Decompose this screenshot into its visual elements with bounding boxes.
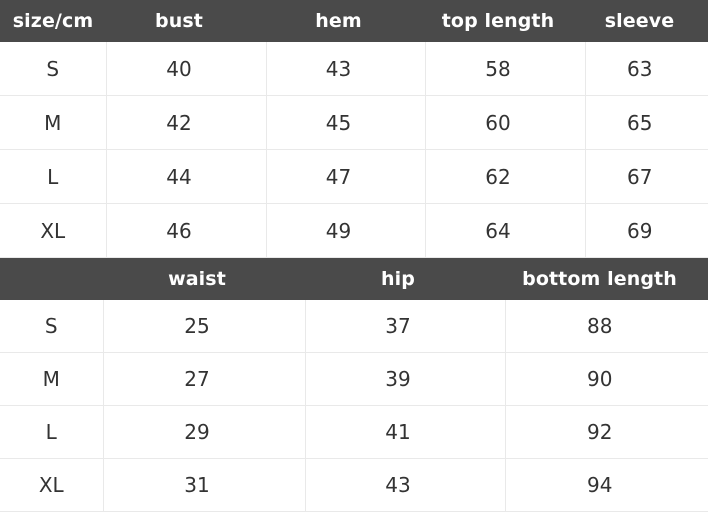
cell-size: S (0, 300, 104, 353)
cell-size: S (0, 42, 107, 96)
header-hem: hem (315, 10, 362, 32)
cell-bust: 40 (106, 42, 267, 96)
header-bust: bust (155, 10, 203, 32)
table-row: S 25 37 88 (0, 300, 708, 353)
cell-hem: 47 (266, 149, 426, 204)
header-top-length: top length (441, 10, 555, 32)
cell-waist: 29 (103, 405, 306, 459)
cell-bust: 44 (106, 149, 267, 204)
table-row: S 40 43 58 63 (0, 42, 708, 96)
cell-hip: 37 (305, 300, 506, 353)
table-row: XL 31 43 94 (0, 458, 708, 512)
cell-sleeve: 65 (585, 95, 708, 150)
header-hip: hip (381, 268, 415, 290)
cell-size: M (0, 95, 107, 150)
table-row: L 29 41 92 (0, 405, 708, 459)
table-row: M 27 39 90 (0, 352, 708, 406)
cell-waist: 25 (103, 300, 306, 353)
cell-top-length: 58 (425, 42, 586, 96)
header-waist: waist (168, 268, 226, 290)
cell-waist: 31 (103, 458, 306, 512)
cell-hem: 49 (266, 203, 426, 258)
cell-size: L (0, 149, 107, 204)
cell-size: L (0, 405, 104, 459)
cell-sleeve: 67 (585, 149, 708, 204)
table-row: XL 46 49 64 69 (0, 203, 708, 258)
top-measurements-table: size/cm bust hem top length sleeve S 40 … (0, 0, 708, 258)
cell-top-length: 60 (425, 95, 586, 150)
table-row: M 42 45 60 65 (0, 95, 708, 150)
cell-bust: 42 (106, 95, 267, 150)
bottom-table-header-row: waist hip bottom length (0, 258, 708, 300)
cell-top-length: 62 (425, 149, 586, 204)
cell-hem: 45 (266, 95, 426, 150)
cell-hip: 41 (305, 405, 506, 459)
cell-top-length: 64 (425, 203, 586, 258)
cell-sleeve: 69 (585, 203, 708, 258)
cell-size: XL (0, 203, 107, 258)
cell-bust: 46 (106, 203, 267, 258)
bottom-measurements-table: waist hip bottom length S 25 37 88 M 27 … (0, 258, 708, 512)
cell-bottom-length: 92 (505, 405, 708, 459)
cell-waist: 27 (103, 352, 306, 406)
header-sleeve: sleeve (604, 10, 675, 32)
cell-bottom-length: 94 (505, 458, 708, 512)
cell-sleeve: 63 (585, 42, 708, 96)
top-table-header-row: size/cm bust hem top length sleeve (0, 0, 708, 42)
header-size-blank (0, 258, 103, 300)
cell-hem: 43 (266, 42, 426, 96)
cell-hip: 43 (305, 458, 506, 512)
header-size: size/cm (12, 10, 94, 32)
table-row: L 44 47 62 67 (0, 149, 708, 204)
cell-bottom-length: 88 (505, 300, 708, 353)
cell-hip: 39 (305, 352, 506, 406)
header-bottom-length: bottom length (522, 268, 677, 290)
cell-size: XL (0, 458, 104, 512)
cell-bottom-length: 90 (505, 352, 708, 406)
cell-size: M (0, 352, 104, 406)
